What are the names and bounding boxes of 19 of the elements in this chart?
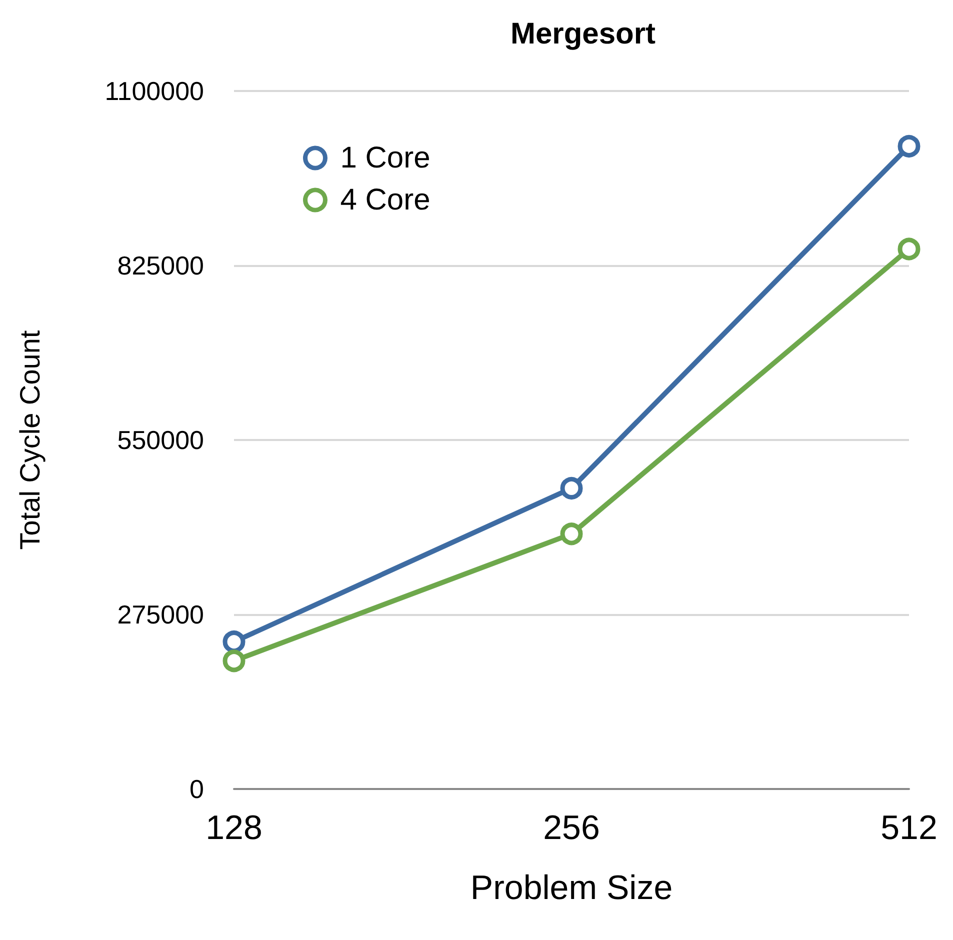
x-tick-label: 256 (543, 809, 600, 847)
y-tick-label: 275000 (117, 600, 204, 630)
y-tick-label: 1100000 (104, 76, 204, 106)
y-tick-label: 825000 (117, 250, 204, 280)
point (898, 134, 920, 158)
x-axis-title: Problem Size (470, 869, 673, 907)
point (898, 238, 920, 260)
legend-label: 4 Core (340, 184, 430, 216)
point (560, 476, 583, 500)
point (222, 650, 246, 672)
y-tick-label: 0 (190, 774, 204, 804)
x-tick-label: 128 (206, 809, 262, 847)
point (222, 630, 246, 654)
x-tick-label: 512 (880, 809, 938, 847)
point (560, 522, 583, 546)
legend-label: 1 Core (340, 142, 430, 174)
y-axis-title: Total Cycle Count (14, 330, 46, 550)
chart-title: Mergesort (510, 18, 656, 50)
y-tick-label: 550000 (117, 425, 204, 455)
